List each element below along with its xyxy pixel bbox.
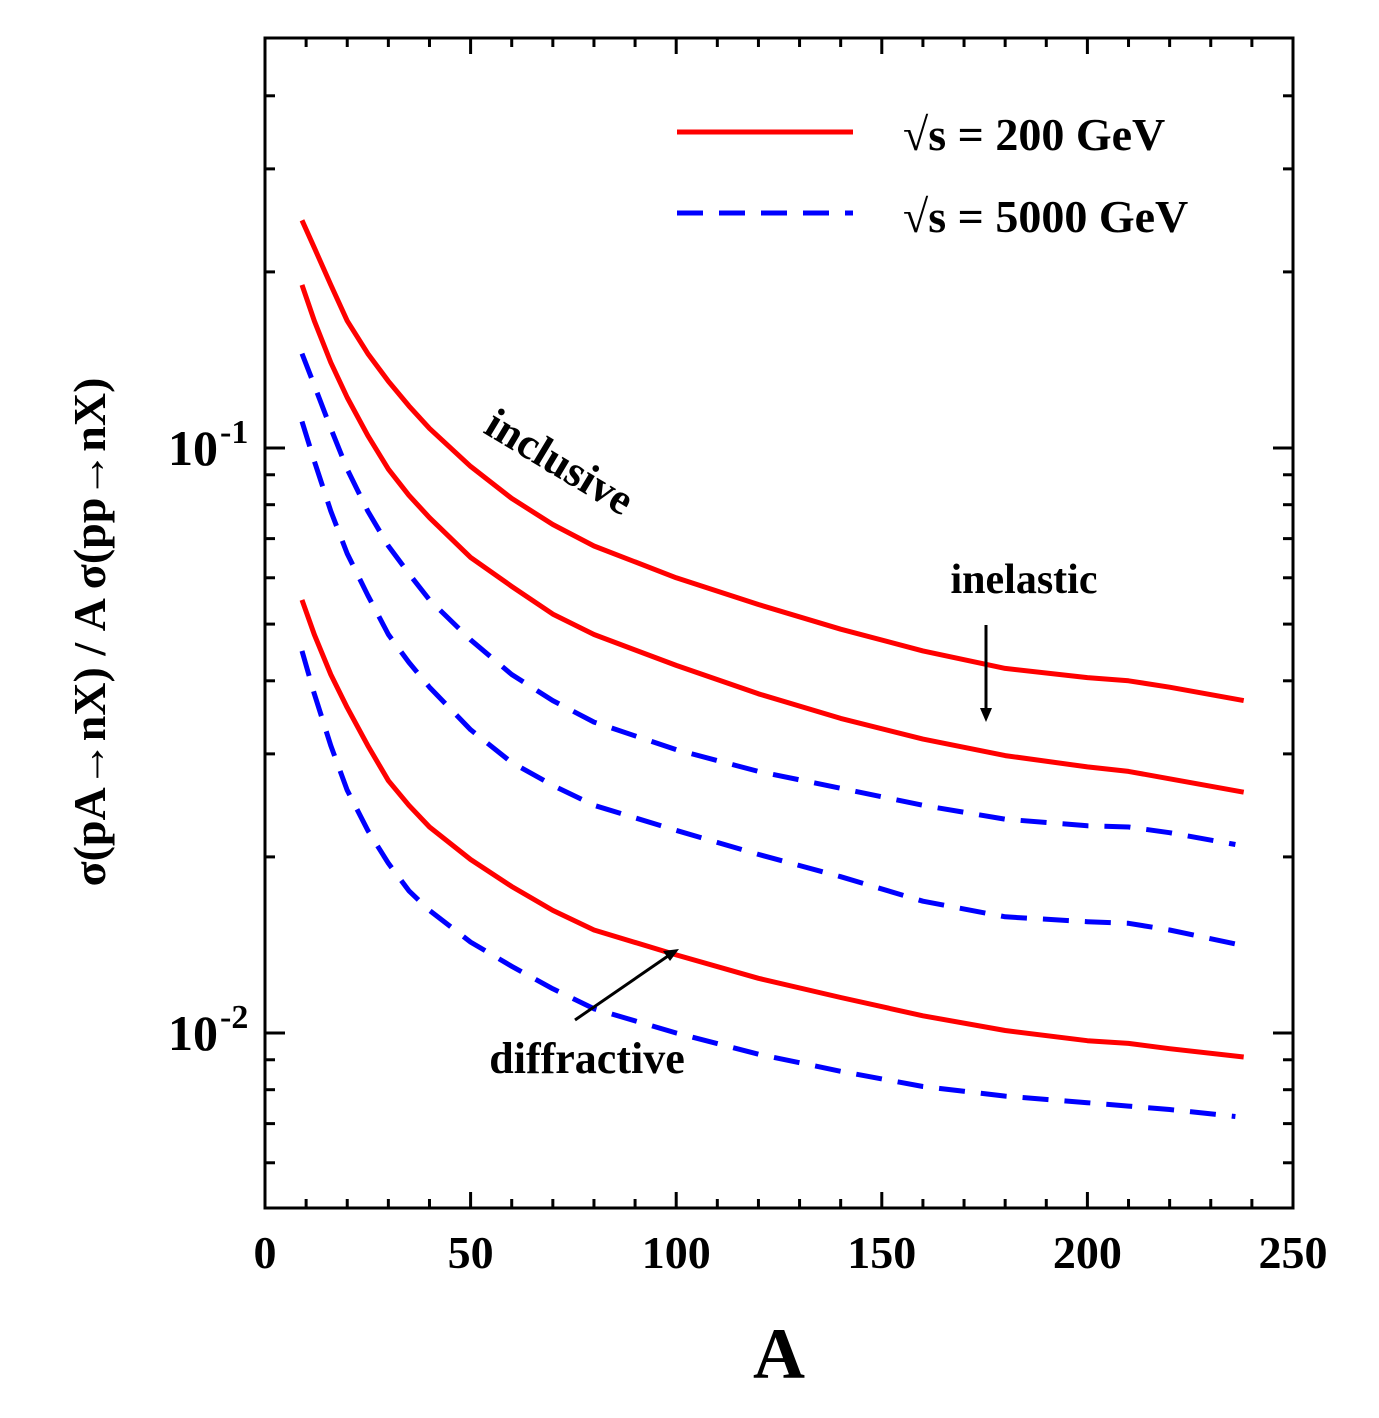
y-axis-title: σ(pA→nX) / A σ(pp→nX) [64, 378, 115, 887]
annotation-diffractive: diffractive [489, 1034, 684, 1083]
x-tick-label: 200 [1053, 1227, 1122, 1278]
plot-frame [263, 36, 1295, 1210]
y-tick-label-base: 10 [168, 420, 218, 476]
diffractive-arrowhead [663, 949, 679, 961]
legend-label-5000: √s = 5000 GeV [903, 191, 1188, 242]
inelastic-arrowhead [980, 708, 992, 722]
x-tick-label: 100 [642, 1227, 711, 1278]
x-tick-label: 50 [448, 1227, 494, 1278]
series-line-inelastic [299, 420, 1236, 947]
series-line-inclusive [299, 219, 1245, 704]
y-tick-label-exponent: -2 [220, 999, 248, 1036]
x-tick-label: 0 [254, 1227, 277, 1278]
x-axis-title: A [753, 1314, 805, 1394]
series-line-diffractive [299, 650, 1236, 1119]
y-tick-label-exponent: -1 [220, 414, 248, 451]
series-line-inelastic [299, 284, 1245, 795]
series-line-diffractive [299, 599, 1244, 1060]
x-tick-label: 250 [1259, 1227, 1328, 1278]
legend: √s = 200 GeV √s = 5000 GeV [677, 109, 1188, 242]
diffractive-arrow-shaft [574, 954, 669, 1022]
series-line-inclusive [299, 352, 1236, 847]
y-tick-label-base: 10 [168, 1005, 218, 1061]
annotation-inelastic: inelastic [951, 557, 1098, 603]
x-tick-label: 150 [847, 1227, 916, 1278]
series-group [299, 219, 1245, 1119]
legend-label-200: √s = 200 GeV [903, 109, 1165, 160]
